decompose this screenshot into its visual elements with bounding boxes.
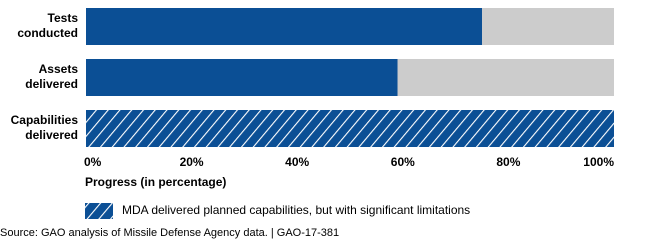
x-tick-label: 40% [285, 155, 309, 169]
bar [86, 8, 482, 45]
bar [86, 110, 614, 147]
y-tick-label: Assets [39, 62, 79, 76]
y-tick-label: conducted [17, 26, 78, 40]
x-tick-label: 20% [180, 155, 204, 169]
y-tick-label: Capabilities [11, 113, 79, 127]
y-tick-label: delivered [25, 77, 78, 91]
legend-swatch [85, 203, 113, 219]
x-tick-label: 80% [496, 155, 520, 169]
y-tick-label: Tests [48, 11, 79, 25]
x-tick-label: 0% [84, 155, 102, 169]
x-tick-label: 100% [583, 155, 614, 169]
y-tick-label: delivered [25, 128, 78, 142]
x-tick-label: 60% [391, 155, 415, 169]
source: Source: GAO analysis of Missile Defense … [0, 227, 339, 239]
legend-label: MDA delivered planned capabilities, but … [122, 203, 470, 217]
x-axis-label: Progress (in percentage) [85, 175, 226, 189]
bar [86, 59, 398, 96]
